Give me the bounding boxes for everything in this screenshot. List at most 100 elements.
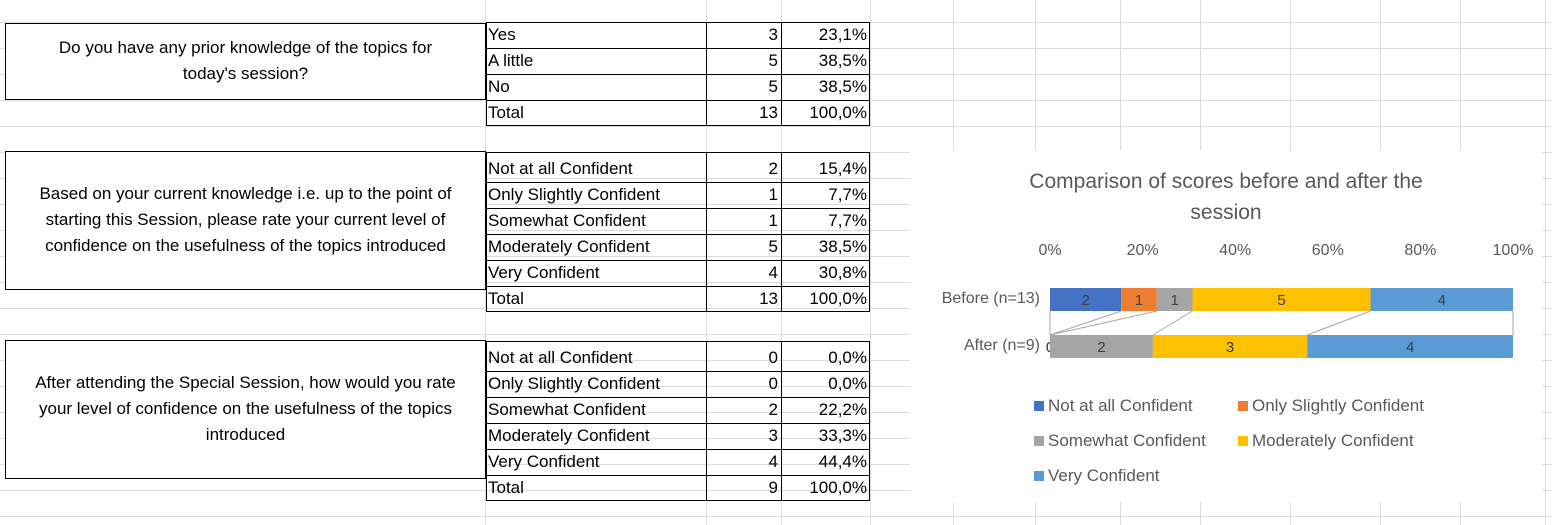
count-cell[interactable]: 1 [768,211,778,230]
legend-item[interactable]: Somewhat Confident [1034,431,1206,451]
data-label: 2 [1097,339,1105,356]
q2-question-box[interactable] [5,151,486,290]
legend-swatch [1034,436,1044,446]
q3-question-line: introduced [205,425,286,444]
answer-label-cell[interactable]: Total [488,478,524,497]
category-label: Before (n=13) [941,290,1040,307]
answer-label-cell[interactable]: Total [488,103,524,122]
answer-label-cell[interactable]: Somewhat Confident [488,211,646,230]
series-line [1307,310,1371,336]
q1-question-line: Do you have any prior knowledge of the t… [58,38,433,57]
legend-item[interactable]: Not at all Confident [1034,396,1193,416]
percent-cell[interactable]: 7,7% [828,185,867,204]
answer-label-cell[interactable]: Somewhat Confident [488,400,646,419]
q2-question-text: Based on your current knowledge i.e. up … [5,181,486,259]
legend-label: Moderately Confident [1252,431,1414,450]
percent-cell[interactable]: 38,5% [818,237,867,256]
count-cell[interactable]: 2 [768,400,778,419]
percent-cell[interactable]: 23,1% [818,25,867,44]
data-label: 3 [1226,339,1234,356]
data-label: 2 [1081,292,1089,309]
legend-item[interactable]: Only Slightly Confident [1238,396,1424,416]
q1-question-box[interactable] [5,23,486,100]
q2-row-divider [486,182,870,183]
x-axis-tick-label: 80% [1404,242,1437,259]
count-cell[interactable]: 9 [768,478,778,497]
answer-label-cell[interactable]: Total [488,289,524,308]
answer-label-cell[interactable]: A little [488,51,534,70]
answer-label-cell[interactable]: Only Slightly Confident [488,185,660,204]
count-cell[interactable]: 4 [768,452,778,471]
bar-segment[interactable] [1370,288,1513,311]
bar-segment[interactable] [1156,288,1193,311]
data-label: 1 [1170,292,1178,309]
q1-row-divider [486,100,870,101]
percent-cell[interactable]: 100,0% [809,478,867,497]
q3-row-divider [486,475,870,476]
percent-cell[interactable]: 44,4% [818,452,867,471]
count-cell[interactable]: 5 [768,77,778,96]
count-cell[interactable]: 13 [759,103,778,122]
count-cell[interactable]: 4 [768,263,778,282]
q3-row-divider [486,423,870,424]
answer-label-cell[interactable]: Very Confident [488,263,600,282]
legend-swatch [1238,436,1248,446]
q1-question-line: today's session? [182,64,309,83]
q1-row-divider [486,48,870,49]
bar-segment[interactable] [1050,288,1122,311]
chart[interactable]: Comparison of scores before and after th… [910,150,1542,502]
percent-cell[interactable]: 100,0% [809,103,867,122]
percent-cell[interactable]: 33,3% [818,426,867,445]
q2-question-line: confidence on the usefulness of the topi… [45,236,446,255]
legend-swatch [1034,471,1044,481]
q2-question-line: starting this Session, please rate your … [45,210,446,229]
legend-item[interactable]: Moderately Confident [1238,431,1414,451]
count-cell[interactable]: 3 [768,426,778,445]
answer-label-cell[interactable]: Moderately Confident [488,426,650,445]
percent-cell[interactable]: 38,5% [818,51,867,70]
legend-swatch [1238,401,1248,411]
percent-cell[interactable]: 7,7% [828,211,867,230]
bar-segment[interactable] [1152,335,1308,358]
answer-label-cell[interactable]: Not at all Confident [488,348,633,367]
count-cell[interactable]: 0 [768,348,778,367]
q3-question-box[interactable] [5,340,486,479]
count-cell[interactable]: 13 [759,289,778,308]
answer-label-cell[interactable]: Not at all Confident [488,159,633,178]
answer-label-cell[interactable]: Only Slightly Confident [488,374,660,393]
answer-label-cell[interactable]: Yes [488,25,516,44]
percent-cell[interactable]: 100,0% [809,289,867,308]
legend-item[interactable]: Very Confident [1034,466,1160,486]
percent-cell[interactable]: 22,2% [818,400,867,419]
count-cell[interactable]: 5 [768,51,778,70]
q3-column-divider [781,341,782,501]
bar-segment[interactable] [1121,288,1157,311]
percent-cell[interactable]: 30,8% [818,263,867,282]
count-cell[interactable]: 2 [768,159,778,178]
series-line [1049,310,1157,336]
count-cell[interactable]: 3 [768,25,778,44]
count-cell[interactable]: 5 [768,237,778,256]
q3-row-divider [486,449,870,450]
series-line [1152,310,1193,336]
q2-column-divider [706,152,707,312]
bar-segment[interactable] [1307,335,1513,358]
x-axis-tick-label: 20% [1126,242,1159,259]
answer-label-cell[interactable]: No [488,77,510,96]
percent-cell[interactable]: 15,4% [818,159,867,178]
x-axis-tick-label: 60% [1311,242,1344,259]
percent-cell[interactable]: 0,0% [828,348,867,367]
answer-label-cell[interactable]: Moderately Confident [488,237,650,256]
bar-segment[interactable] [1192,288,1371,311]
percent-cell[interactable]: 0,0% [828,374,867,393]
percent-cell[interactable]: 38,5% [818,77,867,96]
q3-question-line: your level of confidence on the usefulne… [39,399,452,418]
legend-label: Not at all Confident [1048,396,1193,415]
count-cell[interactable]: 1 [768,185,778,204]
q2-row-divider [486,286,870,287]
bar-segment[interactable] [1050,335,1153,358]
q3-row-divider [486,371,870,372]
legend-swatch [1034,401,1044,411]
answer-label-cell[interactable]: Very Confident [488,452,600,471]
count-cell[interactable]: 0 [768,374,778,393]
